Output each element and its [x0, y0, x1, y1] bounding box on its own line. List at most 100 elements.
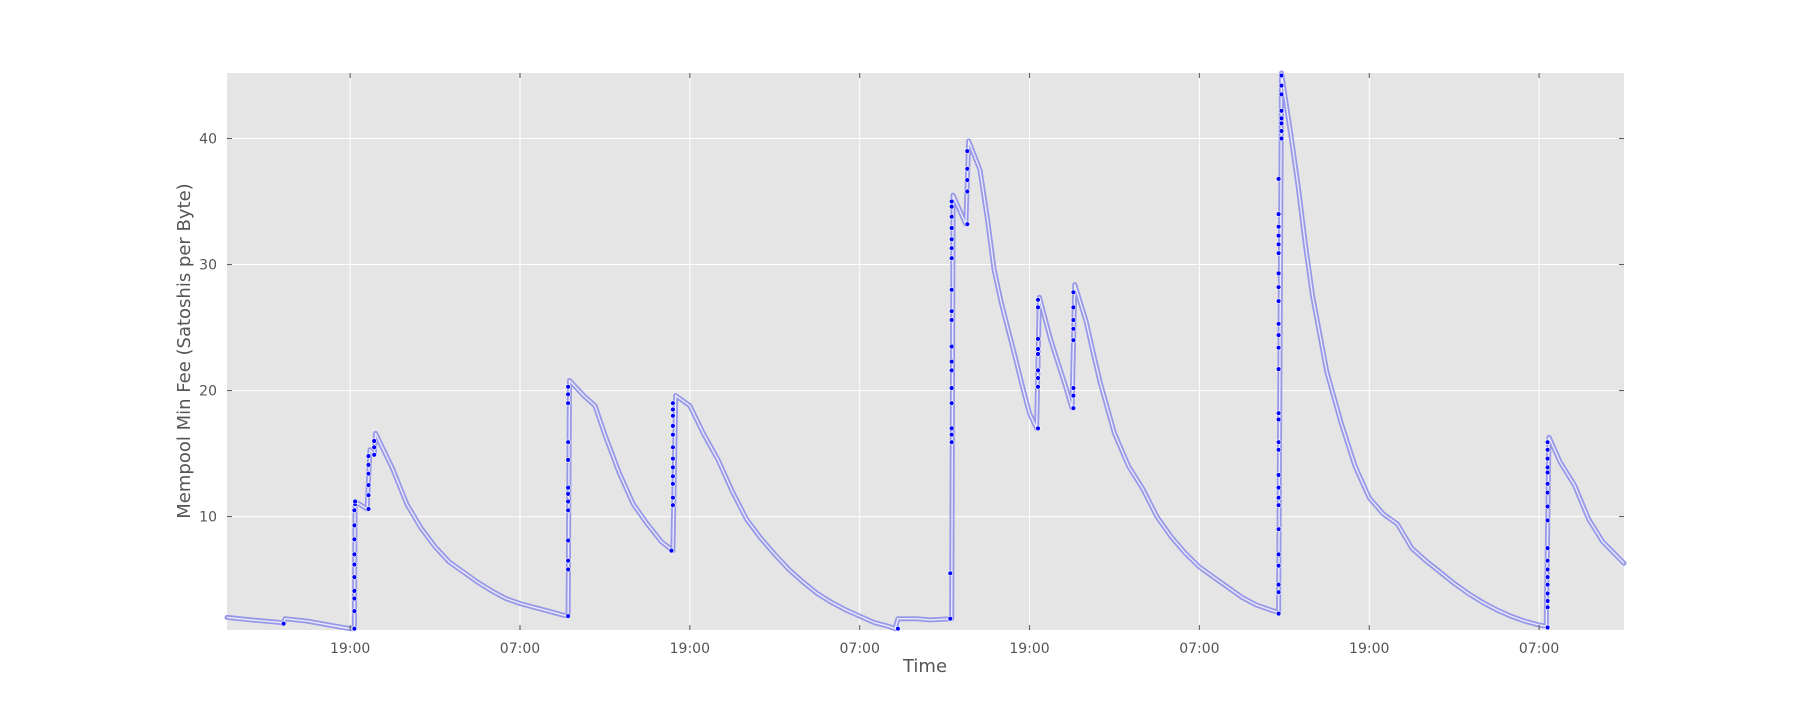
fee-point — [565, 498, 571, 505]
fee-point — [1035, 367, 1041, 374]
fee-point — [565, 439, 571, 445]
fee-point — [1035, 384, 1041, 390]
fee-point — [1035, 304, 1041, 311]
fee-point — [1035, 375, 1041, 381]
fee-point — [565, 537, 571, 544]
fee-point — [565, 557, 571, 564]
fee-point — [948, 425, 955, 432]
fee-point — [1544, 439, 1551, 445]
fee-point — [1035, 297, 1041, 303]
fee-point — [1544, 489, 1551, 496]
fee-point — [565, 391, 571, 397]
y-tick-label: 30 — [199, 258, 217, 274]
fee-point — [365, 506, 372, 512]
fee-point — [670, 464, 676, 471]
fee-point — [670, 455, 676, 462]
x-axis-label: Time — [902, 656, 947, 677]
fee-point — [1275, 241, 1282, 248]
fee-point — [1275, 176, 1282, 182]
fee-point — [1275, 610, 1282, 617]
fee-point — [1275, 332, 1282, 338]
fee-point — [1035, 425, 1041, 432]
fee-point — [948, 343, 955, 350]
fee-point — [1278, 120, 1285, 127]
fee-point — [1035, 351, 1041, 357]
fee-point — [670, 413, 676, 419]
fee-point — [351, 536, 358, 542]
fee-point — [371, 444, 377, 450]
fee-point — [1275, 526, 1282, 532]
fee-point — [1544, 447, 1551, 453]
fee-point — [948, 225, 955, 231]
fee-point — [1275, 366, 1282, 372]
fee-point — [964, 177, 970, 183]
fee-point — [1544, 566, 1551, 573]
fee-point — [948, 214, 955, 220]
fee-point — [1070, 289, 1077, 295]
fee-point — [365, 462, 372, 468]
fee-point — [565, 400, 571, 406]
fee-point — [352, 498, 358, 505]
fee-point — [365, 471, 372, 477]
fee-point — [1035, 346, 1041, 352]
fee-point — [948, 400, 955, 406]
fee-point — [1070, 392, 1077, 399]
fee-point — [1070, 326, 1077, 332]
fee-point — [351, 522, 358, 529]
fee-point — [670, 481, 676, 487]
fee-point — [351, 561, 358, 568]
fee-point — [1275, 447, 1282, 453]
y-tick-label: 10 — [199, 510, 217, 526]
fee-point — [948, 367, 955, 374]
x-tick-label: 07:00 — [840, 641, 880, 657]
x-tick-label: 07:00 — [1179, 641, 1219, 657]
fee-decay-trail — [224, 70, 1627, 632]
fee-point — [1544, 503, 1551, 510]
fee-point — [670, 473, 676, 479]
fee-point — [1275, 224, 1282, 230]
x-tick-label: 19:00 — [1349, 641, 1389, 657]
fee-point — [1278, 72, 1285, 79]
fee-point — [964, 188, 970, 195]
fee-point — [1544, 545, 1551, 551]
fee-point — [1070, 337, 1077, 343]
fee-point — [1070, 304, 1077, 311]
fee-point — [964, 148, 970, 154]
fee-point — [351, 595, 358, 602]
fee-point — [365, 492, 372, 498]
fee-point — [565, 484, 571, 491]
fee-point — [1275, 551, 1282, 558]
fee-point — [365, 453, 372, 459]
fee-point — [948, 287, 955, 293]
fee-trail-highlight — [226, 72, 1625, 630]
fee-point — [1544, 598, 1551, 604]
fee-point — [1275, 345, 1282, 351]
fee-point — [1275, 416, 1282, 423]
grid-lines — [227, 73, 1624, 630]
fee-point — [1278, 82, 1285, 89]
fee-point — [670, 406, 676, 413]
fee-point — [565, 384, 571, 390]
x-tick-label: 19:00 — [1009, 641, 1049, 657]
fee-point — [1544, 590, 1551, 597]
fee-point — [1544, 624, 1551, 631]
fee-point — [670, 423, 676, 429]
fee-point — [948, 439, 955, 445]
fee-point — [948, 308, 955, 314]
fee-point — [1275, 472, 1282, 478]
fee-point — [1544, 574, 1551, 580]
fee-point — [964, 221, 970, 227]
fee-point — [948, 203, 955, 210]
fee-point — [1544, 481, 1551, 487]
fee-point — [1275, 284, 1282, 290]
fee-point — [670, 502, 676, 508]
fee-point — [365, 482, 372, 488]
fee-point — [1275, 562, 1282, 569]
fee-point — [1275, 410, 1282, 416]
fee-point — [964, 166, 970, 172]
plot-area-background — [227, 73, 1624, 630]
fee-point — [565, 613, 571, 619]
fee-point — [351, 588, 358, 594]
fee-point — [670, 400, 676, 406]
